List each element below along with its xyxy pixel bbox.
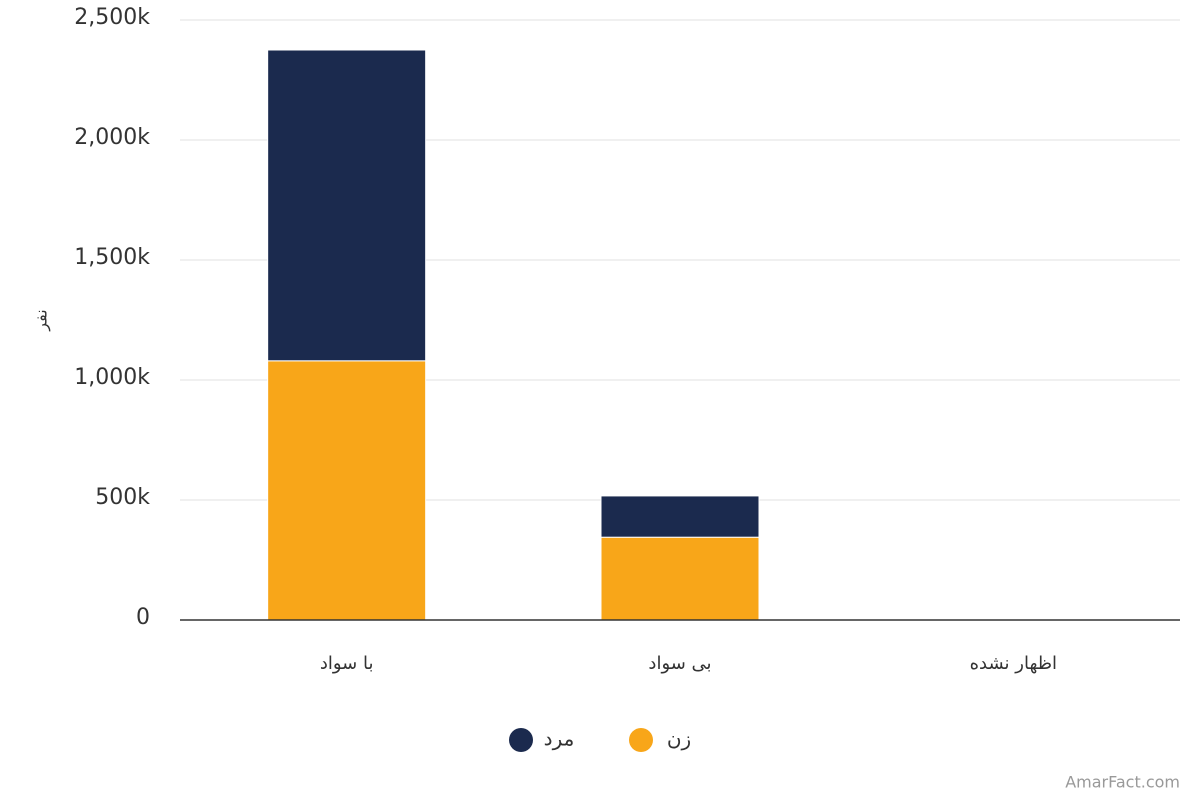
bar-segment bbox=[600, 495, 760, 538]
x-tick-label: اظهار نشده bbox=[970, 653, 1057, 674]
legend-label: زن bbox=[667, 727, 691, 751]
bar-segment bbox=[600, 536, 760, 621]
y-tick-label: 0 bbox=[136, 605, 150, 630]
y-axis-title: نفر bbox=[32, 309, 52, 331]
x-tick-label: با سواد bbox=[320, 653, 374, 674]
watermark: AmarFact.com bbox=[1065, 773, 1180, 792]
y-tick-label: 1,000k bbox=[74, 365, 150, 390]
y-tick-label: 2,500k bbox=[74, 5, 150, 30]
x-tick-label: بی سواد bbox=[648, 653, 711, 674]
bar-segment bbox=[267, 360, 427, 621]
y-tick-label: 1,500k bbox=[74, 245, 150, 270]
y-tick-label: 500k bbox=[95, 485, 150, 510]
legend-marker bbox=[509, 728, 533, 752]
legend-label: مرد bbox=[544, 727, 575, 751]
legend-marker bbox=[629, 728, 653, 752]
y-tick-label: 2,000k bbox=[74, 125, 150, 150]
bar-segment bbox=[267, 49, 427, 362]
